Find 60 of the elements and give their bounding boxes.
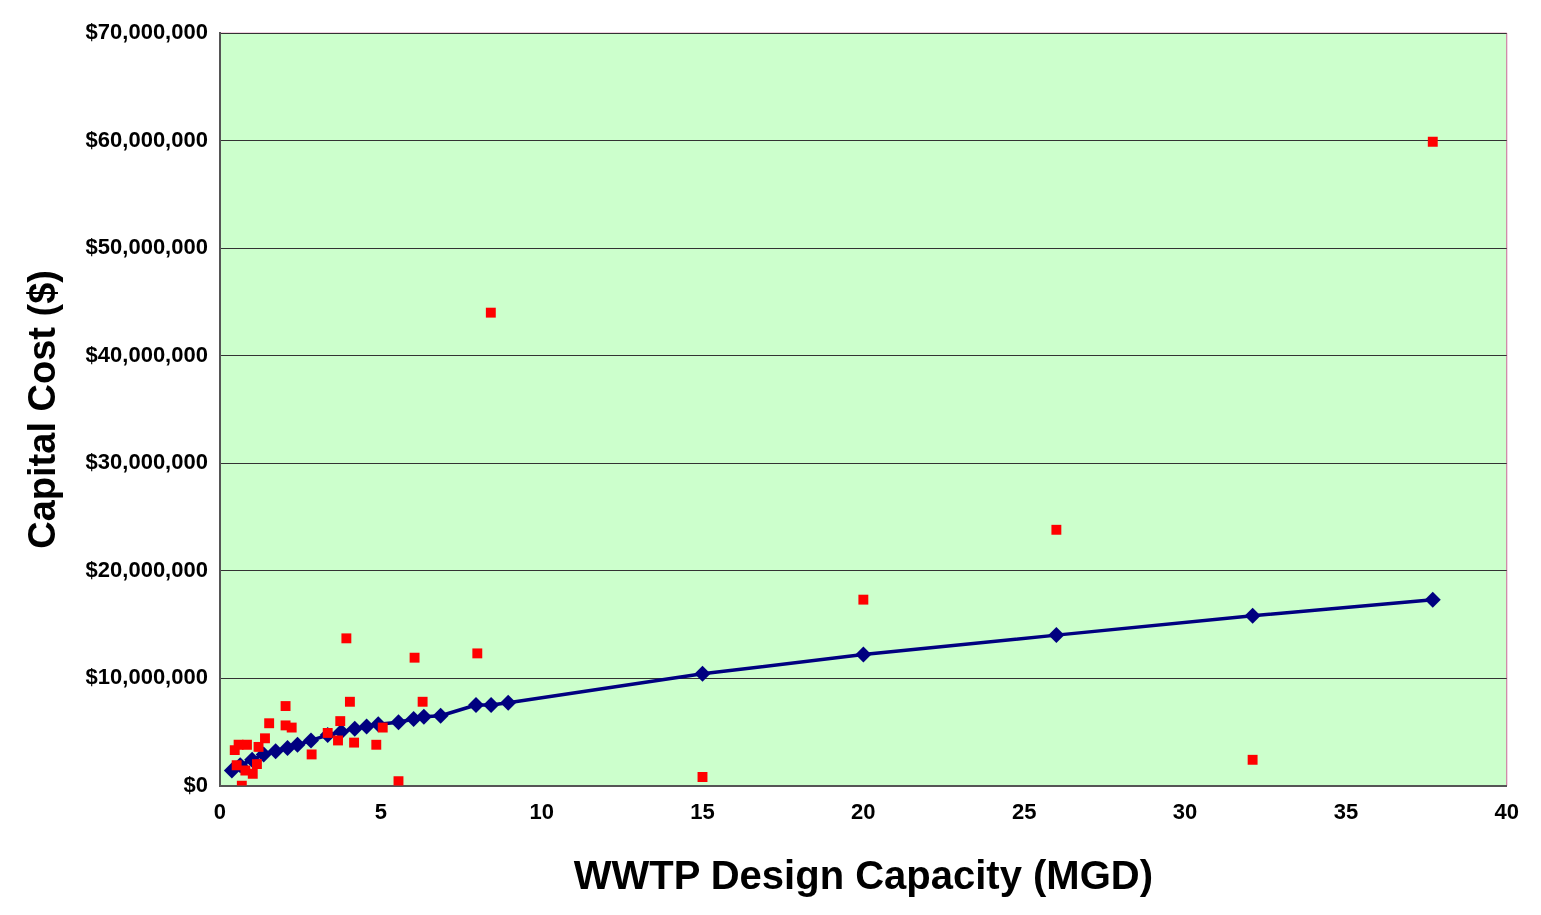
point [306,749,317,760]
point [409,652,420,663]
point [341,633,352,644]
x-tick-label: 15 [690,798,715,824]
point [472,648,483,659]
point [390,714,407,731]
point [335,716,346,727]
y-tick-label: $70,000,000 [85,19,208,45]
x-tick-label: 40 [1494,798,1520,824]
x-axis-title: WWTP Design Capacity (MGD) [573,853,1153,898]
x-tick-label: 0 [213,798,227,824]
x-tick-label: 20 [851,798,876,824]
point [405,710,422,727]
point [432,707,449,724]
point [267,743,284,760]
point [333,735,343,746]
point [371,739,382,750]
point [468,696,485,713]
y-tick-label: $0 [183,771,208,797]
y-axis-title: Capital Cost ($) [21,270,64,549]
point [358,718,375,735]
x-tick-label: 30 [1172,798,1198,824]
point [1051,524,1062,535]
point [855,646,872,663]
point [264,718,275,729]
point [1048,627,1065,644]
point [483,696,500,713]
point [415,708,432,725]
point [1427,136,1438,147]
x-tick-label: 10 [529,798,554,824]
point [858,594,869,605]
point [349,737,360,748]
point [1244,607,1261,624]
point [280,701,291,712]
y-tick-label: $60,000,000 [85,126,208,152]
y-tick-label: $20,000,000 [85,556,208,582]
point [229,745,240,756]
x-tick-label: 5 [374,798,387,824]
point [500,694,517,711]
point [1247,754,1258,765]
point [485,307,496,318]
y-tick-label: $40,000,000 [85,341,208,367]
point [247,768,258,779]
y-tick-label: $10,000,000 [85,664,208,690]
y-tick-label: $50,000,000 [85,234,208,260]
point [302,732,319,749]
point [260,733,270,744]
point [697,772,708,782]
point [242,739,252,750]
point [344,696,355,707]
point [1424,591,1441,608]
point [346,720,363,737]
point [253,741,264,752]
point [289,736,306,753]
point [694,665,711,682]
point [417,696,428,707]
x-tick-label: 25 [1011,798,1037,824]
y-tick-label: $30,000,000 [85,449,208,475]
point [286,722,297,733]
x-tick-label: 35 [1333,798,1359,824]
